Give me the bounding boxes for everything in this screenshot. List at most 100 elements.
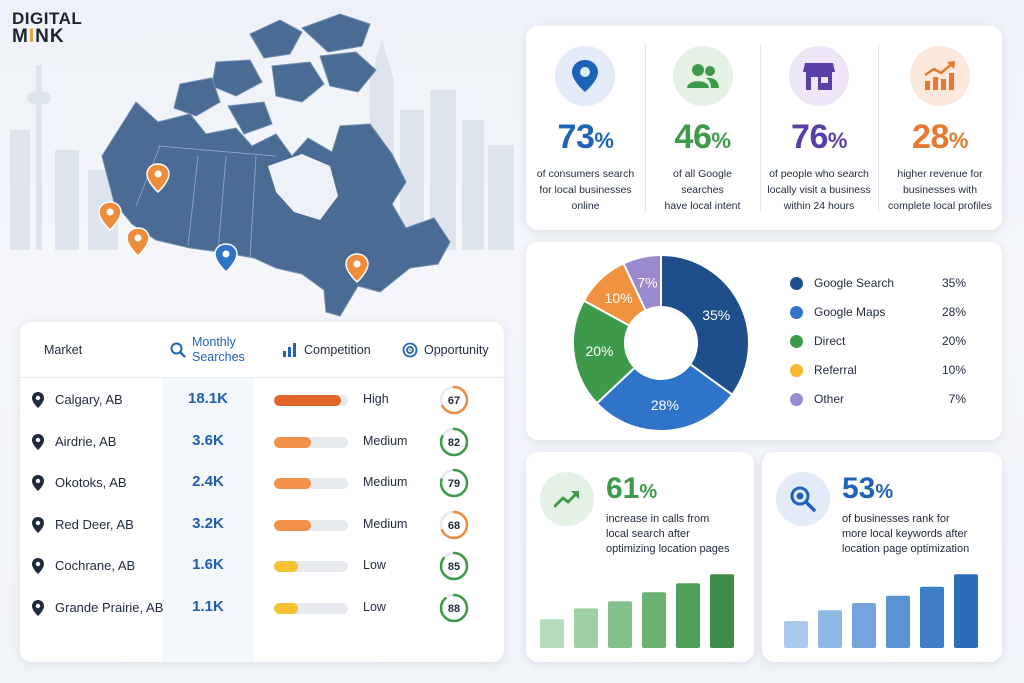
map-pin-icon[interactable]	[146, 163, 170, 194]
legend-value: 20%	[941, 334, 966, 348]
opportunity-score: 67	[448, 395, 460, 407]
table-row[interactable]: Cochrane, AB 1.6K Low 85	[20, 546, 504, 587]
map-pin-icon[interactable]	[126, 227, 150, 258]
stat-value: 46	[674, 118, 712, 156]
location-pin-icon	[32, 433, 44, 450]
legend-swatch	[790, 364, 803, 377]
stat-value: 76	[791, 118, 828, 156]
market-name: Airdrie, AB	[55, 433, 117, 449]
market-name: Grande Prairie, AB	[55, 600, 164, 615]
stat-description: higher revenue for businesses with complet…	[888, 168, 992, 212]
legend-item: Google Maps 28%	[790, 302, 990, 322]
search-icon	[170, 342, 186, 358]
opportunity-score: 88	[448, 603, 460, 615]
competition-level: Medium	[363, 516, 408, 531]
stat-higher-revenue: 28% higher revenue for businesses with com…	[878, 26, 1002, 230]
market-name: Calgary, AB	[55, 392, 123, 407]
brand-logo: DIGITAL MINK	[12, 9, 83, 47]
legend-value: 10%	[941, 363, 966, 377]
location-pin-icon	[32, 558, 44, 575]
competition-bar	[274, 519, 348, 531]
stat-description: of all Google searches have local intent	[664, 168, 741, 212]
logo-line-1: DIGITAL	[12, 9, 83, 28]
location-pin-icon	[32, 392, 44, 408]
header-competition: Competition	[282, 322, 371, 378]
location-pin-icon	[32, 516, 44, 533]
competition-bar	[274, 436, 348, 448]
keywords-ranking-card: 53% of businesses rank for more local key…	[762, 452, 1002, 662]
donut-slice-google-maps[interactable]	[595, 362, 734, 432]
table-row[interactable]: Okotoks, AB 2.4K Medium 79	[20, 463, 504, 504]
monthly-searches-value: 2.4K	[192, 473, 224, 491]
map-pin-icon[interactable]	[214, 243, 238, 274]
legend-swatch	[790, 335, 803, 348]
legend-label: Direct	[814, 334, 846, 348]
location-pin-icon	[32, 475, 44, 492]
stat-value: 28	[912, 118, 949, 156]
storefront-icon	[789, 46, 849, 106]
card-description: increase in calls from local search after…	[606, 513, 730, 555]
traffic-source-donut-card: 35% 28% 20% 10% 7% Google Search 35% Google Ma…	[526, 242, 1002, 440]
market-table: Market Monthly Searches Competition Oppor…	[20, 322, 504, 662]
donut-slice-label: 35%	[702, 307, 730, 323]
map-pin-icon[interactable]	[345, 253, 369, 284]
trend-up-icon	[540, 472, 594, 526]
bar	[784, 621, 808, 648]
opportunity-score-ring: 79	[439, 468, 469, 498]
table-row[interactable]: Grande Prairie, AB 1.1K Low 88	[20, 588, 504, 629]
legend-label: Other	[814, 392, 845, 406]
stat-local-search: 73% of consumers search for local busines…	[526, 26, 645, 230]
opportunity-score-ring: 68	[439, 510, 469, 540]
bar	[574, 608, 598, 648]
header-monthly-searches: Monthly Searches	[170, 322, 245, 378]
donut-slice-label: 28%	[651, 397, 679, 413]
table-row[interactable]: Calgary, AB 18.1K High 67	[20, 380, 504, 421]
legend-item: Google Search 35%	[790, 273, 990, 293]
bar-chart-icon	[283, 343, 296, 357]
opportunity-score: 79	[448, 478, 460, 490]
stat-description: of consumers search for local businesses o…	[536, 168, 635, 212]
donut-chart: 35% 28% 20% 10%7%	[572, 253, 750, 432]
opportunity-score-ring: 88	[439, 593, 469, 623]
opportunity-score-ring: 82	[439, 427, 469, 456]
header-opportunity: Opportunity	[402, 322, 489, 378]
bar	[710, 574, 734, 648]
stat-description: of people who search locally visit a busi…	[767, 168, 871, 212]
bar	[920, 586, 944, 648]
legend-label: Referral	[814, 363, 857, 377]
bar	[676, 583, 700, 648]
monthly-searches-value: 1.1K	[192, 598, 224, 615]
stats-card: 73% of consumers search for local busines…	[526, 26, 1002, 230]
donut-slice-label: 10%	[605, 290, 633, 306]
legend-value: 35%	[941, 276, 966, 290]
donut-slice-direct[interactable]	[572, 299, 637, 405]
logo-line-2: MINK	[12, 26, 65, 47]
legend-swatch	[790, 306, 803, 319]
donut-slice-google-search[interactable]	[660, 253, 750, 397]
opportunity-score: 85	[448, 561, 460, 573]
calls-bar-chart	[540, 574, 734, 648]
donut-slice-label: 20%	[585, 343, 613, 359]
legend-swatch	[790, 277, 803, 290]
location-pin-icon	[32, 600, 44, 616]
stat-value: 73	[557, 118, 595, 156]
calls-increase-card: 61% increase in calls from local search a…	[526, 452, 754, 662]
table-row[interactable]: Airdrie, AB 3.6K Medium 82	[20, 422, 504, 463]
competition-bar	[274, 603, 348, 614]
competition-level: Low	[363, 558, 386, 573]
table-row[interactable]: Red Deer, AB 3.2K Medium 68	[20, 505, 504, 546]
monthly-searches-value: 18.1K	[187, 390, 229, 407]
map-pin-icon[interactable]	[98, 201, 122, 232]
searches-column-highlight	[162, 378, 254, 662]
competition-bar	[274, 395, 348, 406]
stat-visit-24h: 76% of people who search locally visit a …	[760, 26, 878, 230]
table-header: Market Monthly Searches Competition Oppor…	[20, 322, 504, 378]
bar	[886, 595, 910, 648]
competition-level: Medium	[363, 433, 408, 448]
monthly-searches-value: 3.2K	[192, 514, 224, 532]
bar	[642, 592, 666, 648]
donut-slice-other[interactable]	[622, 253, 662, 312]
market-name: Cochrane, AB	[55, 558, 136, 574]
legend-item: Referral 10%	[790, 360, 990, 380]
bar	[818, 610, 842, 648]
